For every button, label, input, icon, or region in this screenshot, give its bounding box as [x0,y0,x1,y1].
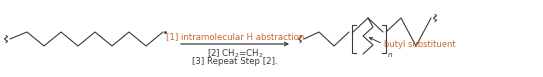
Text: [2] CH$_2$=CH$_2$: [2] CH$_2$=CH$_2$ [207,48,263,61]
Text: n: n [388,52,393,58]
Text: [1] intramolecular H abstraction: [1] intramolecular H abstraction [166,32,304,41]
Text: [3] Repeat Step [2].: [3] Repeat Step [2]. [192,57,278,66]
Text: butyl substituent: butyl substituent [384,40,456,49]
